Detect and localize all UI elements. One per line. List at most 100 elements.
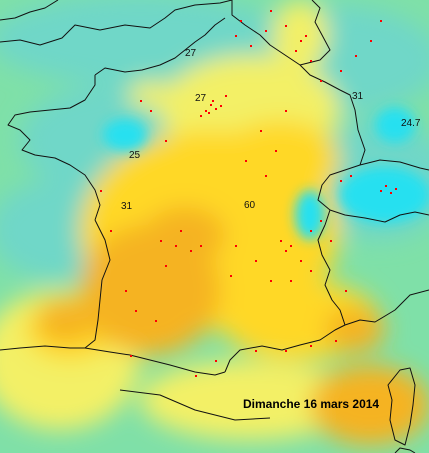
station-marker [212, 100, 214, 102]
station-marker [270, 10, 272, 12]
station-marker [200, 115, 202, 117]
station-marker [265, 30, 267, 32]
station-marker [195, 375, 197, 377]
station-marker [135, 310, 137, 312]
station-marker [160, 240, 162, 242]
station-marker [340, 180, 342, 182]
spain-coast [0, 345, 85, 351]
france-north-coast [0, 0, 233, 46]
station-marker [370, 40, 372, 42]
contour-label: 27 [185, 48, 197, 59]
station-marker [320, 80, 322, 82]
contour-labels: 27 27 31 24.7 25 31 60 [121, 48, 421, 212]
station-marker [215, 360, 217, 362]
alps-border [317, 224, 346, 326]
station-marker [180, 230, 182, 232]
station-marker [225, 95, 227, 97]
station-marker [205, 110, 207, 112]
swiss-north-border [359, 159, 429, 171]
station-marker [215, 108, 217, 110]
station-marker [255, 350, 257, 352]
corsica-coast [387, 367, 416, 446]
station-marker [285, 350, 287, 352]
station-marker [140, 100, 142, 102]
station-marker [165, 265, 167, 267]
station-marker [240, 20, 242, 22]
station-marker [110, 230, 112, 232]
station-marker [285, 25, 287, 27]
station-marker [300, 260, 302, 262]
contour-label: 60 [244, 200, 256, 211]
station-marker [290, 245, 292, 247]
contour-label: 31 [121, 201, 133, 212]
station-marker [395, 188, 397, 190]
station-marker [390, 192, 392, 194]
station-marker [130, 355, 132, 357]
station-marker [165, 140, 167, 142]
station-marker [200, 245, 202, 247]
station-marker [255, 260, 257, 262]
contour-label: 27 [195, 93, 207, 104]
station-marker [175, 245, 177, 247]
swiss-south-border [329, 209, 429, 223]
station-marker [285, 250, 287, 252]
station-marker [100, 190, 102, 192]
contour-label: 25 [129, 150, 141, 161]
sardinia-coast [394, 447, 416, 453]
station-marker [380, 20, 382, 22]
station-marker [190, 250, 192, 252]
station-marker [355, 55, 357, 57]
station-marker [340, 70, 342, 72]
station-marker [350, 175, 352, 177]
station-marker [220, 105, 222, 107]
station-marker [310, 345, 312, 347]
station-marker [150, 110, 152, 112]
belgium-border [231, 0, 341, 91]
cyan-hotspots [103, 107, 429, 240]
station-marker [265, 175, 267, 177]
station-marker [310, 270, 312, 272]
brittany-coast [7, 75, 101, 221]
station-marker [270, 280, 272, 282]
atlantic-coast [84, 219, 111, 349]
italy-border [344, 289, 429, 326]
station-marker [335, 340, 337, 342]
station-marker [210, 104, 212, 106]
station-marker [155, 320, 157, 322]
station-marker [305, 35, 307, 37]
station-marker [208, 112, 210, 114]
map-date-caption: Dimanche 16 mars 2014 [243, 397, 379, 411]
rhine-border [339, 89, 366, 166]
station-marker [320, 220, 322, 222]
station-marker [285, 110, 287, 112]
mediterranean-coast [224, 324, 346, 373]
station-marker [300, 40, 302, 42]
station-marker [235, 35, 237, 37]
station-marker [125, 290, 127, 292]
station-marker [230, 275, 232, 277]
station-marker [345, 290, 347, 292]
station-marker [250, 45, 252, 47]
station-marker [275, 150, 277, 152]
contour-label: 24.7 [401, 118, 421, 129]
normandy-coast [94, 17, 226, 76]
station-marker [295, 50, 297, 52]
station-marker [310, 60, 312, 62]
station-marker [310, 230, 312, 232]
station-marker [385, 185, 387, 187]
station-marker [280, 240, 282, 242]
contour-label: 31 [352, 91, 364, 102]
england-coast [0, 0, 59, 21]
germany-north-border [299, 0, 331, 66]
station-marker [380, 190, 382, 192]
station-marker [245, 160, 247, 162]
station-marker [235, 245, 237, 247]
stations-layer [100, 10, 397, 377]
station-marker [260, 130, 262, 132]
station-marker [330, 240, 332, 242]
spain-interior [119, 389, 271, 421]
